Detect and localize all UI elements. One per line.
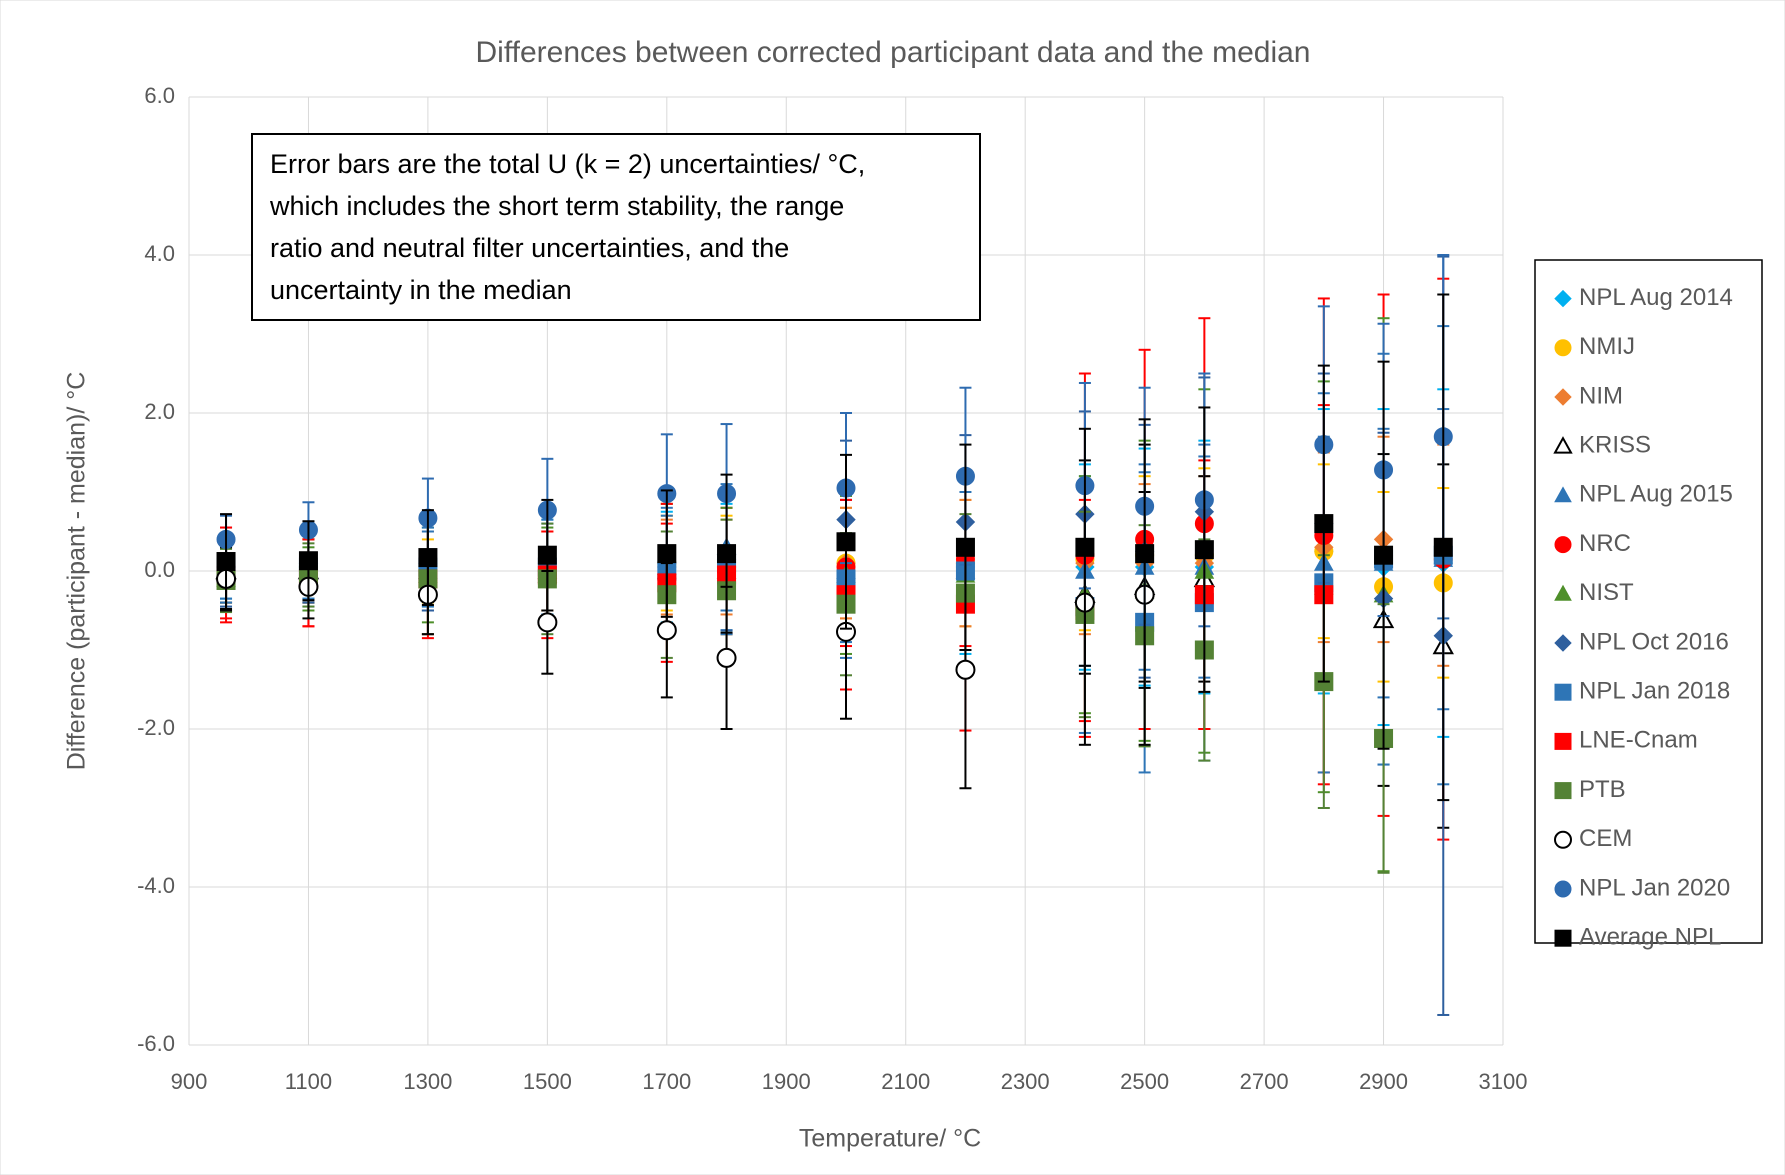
legend-label: LNE-Cnam [1579, 727, 1698, 754]
y-tick-label: 6.0 [144, 83, 175, 108]
marker [1554, 486, 1572, 503]
marker [537, 545, 557, 565]
legend-label: PTB [1579, 776, 1626, 803]
y-tick-label: -4.0 [137, 873, 175, 898]
x-tick-label: 2100 [881, 1069, 930, 1094]
legend-label: Average NPL [1579, 924, 1721, 951]
marker [1554, 782, 1572, 800]
y-tick-label: 4.0 [144, 241, 175, 266]
marker [1194, 540, 1214, 560]
marker [955, 659, 976, 680]
annotation-text: which includes the short term stability,… [269, 191, 844, 221]
marker [1554, 536, 1572, 554]
x-tick-label: 3100 [1479, 1069, 1528, 1094]
legend-label: NPL Jan 2020 [1579, 874, 1730, 901]
marker [1135, 544, 1155, 564]
x-tick-label: 1100 [285, 1069, 332, 1094]
marker [418, 548, 438, 568]
y-tick-label: -2.0 [137, 715, 175, 740]
x-axis-title: Temperature/ °C [799, 1125, 981, 1153]
marker [1554, 388, 1572, 406]
marker [656, 620, 677, 641]
x-tick-label: 2900 [1359, 1069, 1408, 1094]
series [216, 293, 1453, 802]
marker [1553, 436, 1573, 454]
marker [1433, 537, 1453, 557]
marker [1554, 339, 1572, 357]
x-tick-label: 1300 [403, 1069, 452, 1094]
legend-label: NIST [1579, 579, 1634, 606]
marker [1374, 545, 1394, 565]
x-tick-label: 2500 [1120, 1069, 1169, 1094]
y-axis-title: Difference (participant - median)/ °C [63, 372, 91, 771]
marker [216, 552, 236, 572]
annotation-text: ratio and neutral filter uncertainties, … [270, 233, 789, 263]
marker [1075, 537, 1095, 557]
annotation-text: uncertainty in the median [270, 275, 572, 305]
legend-label: NIM [1579, 382, 1623, 409]
x-tick-label: 2700 [1240, 1069, 1289, 1094]
annotation-box [251, 133, 981, 321]
legend-label: NPL Aug 2014 [1579, 284, 1733, 311]
legend-label: KRISS [1579, 432, 1651, 459]
x-tick-label: 1900 [762, 1069, 811, 1094]
marker [1554, 732, 1572, 750]
marker [1554, 830, 1572, 849]
marker [1554, 634, 1572, 652]
legend-box [1534, 259, 1763, 944]
chart-title: Differences between corrected participan… [476, 36, 1311, 69]
legend-label: NMIJ [1579, 333, 1635, 360]
marker [1554, 289, 1572, 308]
legend-label: NPL Jan 2018 [1579, 678, 1730, 705]
marker [657, 544, 677, 564]
y-tick-label: 2.0 [144, 399, 175, 424]
marker [1554, 880, 1572, 898]
legend-label: NPL Aug 2015 [1579, 481, 1733, 508]
legend-label: NRC [1579, 530, 1631, 557]
x-tick-label: 1500 [523, 1069, 572, 1094]
marker [836, 532, 856, 552]
marker [298, 551, 318, 571]
x-tick-label: 900 [171, 1069, 208, 1094]
marker [716, 647, 737, 668]
marker [717, 544, 737, 564]
marker [955, 537, 975, 557]
x-tick-label: 1700 [642, 1069, 691, 1094]
x-tick-label: 2300 [1001, 1069, 1050, 1094]
marker [1554, 683, 1572, 701]
legend-label: NPL Oct 2016 [1579, 628, 1729, 655]
marker [1314, 514, 1334, 534]
marker [1554, 929, 1572, 947]
annotation-text: Error bars are the total U (k = 2) uncer… [270, 149, 865, 179]
y-tick-label: 0.0 [144, 557, 175, 582]
marker [1554, 584, 1572, 601]
marker [537, 612, 558, 633]
y-tick-label: -6.0 [137, 1031, 175, 1056]
legend-label: CEM [1579, 825, 1632, 852]
